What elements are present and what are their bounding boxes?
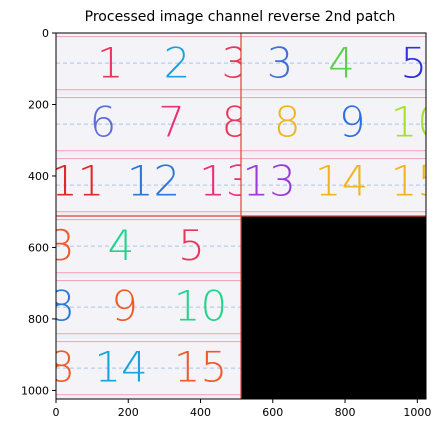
y-tick-label: 200: [28, 98, 49, 111]
guide-gap: [56, 212, 241, 217]
handwritten-digit: 11: [51, 157, 104, 206]
handwritten-digit: 8: [274, 98, 301, 147]
x-tick-label: 1000: [403, 406, 431, 419]
handwritten-digit: 2: [164, 39, 191, 88]
guide-gap: [241, 90, 426, 95]
handwritten-digit: 14: [94, 342, 147, 391]
guide-gap: [56, 395, 241, 399]
handwritten-digit: 3: [267, 39, 294, 88]
axes-frame: [55, 32, 427, 400]
x-tick-label: 800: [335, 406, 356, 419]
handwritten-digit: 13: [242, 157, 295, 206]
handwritten-digit: 10: [391, 98, 442, 147]
handwritten-digit: 12: [127, 157, 180, 206]
y-tick-label: 600: [28, 241, 49, 254]
handwritten-digit: 1: [97, 39, 124, 88]
handwritten-digit: 14: [315, 157, 368, 206]
handwritten-digit: 6: [90, 98, 117, 147]
guide-gap: [56, 334, 241, 339]
handwritten-digit: 4: [328, 39, 355, 88]
guide-gap: [56, 90, 241, 95]
handwritten-digit: 8: [48, 342, 75, 391]
y-tick-label: 400: [28, 170, 49, 183]
quadrant-bottom-right-fill: [241, 216, 426, 399]
x-tick-label: 200: [118, 406, 139, 419]
guide-gap: [56, 151, 241, 156]
x-tick-label: 400: [190, 406, 211, 419]
handwritten-digit: 3: [48, 221, 75, 270]
guide-gap: [56, 273, 241, 278]
x-tick-label: 600: [262, 406, 283, 419]
guide-gap: [241, 151, 426, 156]
handwritten-digit: 4: [108, 221, 135, 270]
handwritten-digit: 15: [391, 157, 442, 206]
handwritten-digit: 8: [48, 282, 75, 331]
guide-gap: [241, 212, 426, 217]
y-tick-label: 0: [42, 27, 49, 40]
x-tick-label: 0: [53, 406, 60, 419]
chart-title: Processed image channel reverse 2nd patc…: [84, 9, 396, 25]
handwritten-digit: 9: [339, 98, 366, 147]
handwritten-digit: 5: [178, 221, 205, 270]
handwritten-digit: 9: [111, 282, 138, 331]
handwritten-digit: 7: [158, 98, 185, 147]
handwritten-digit: 15: [174, 342, 227, 391]
handwritten-digit: 5: [400, 39, 427, 88]
y-tick-label: 800: [28, 313, 49, 326]
handwritten-digit: 10: [174, 282, 227, 331]
y-tick-label: 1000: [21, 384, 49, 397]
